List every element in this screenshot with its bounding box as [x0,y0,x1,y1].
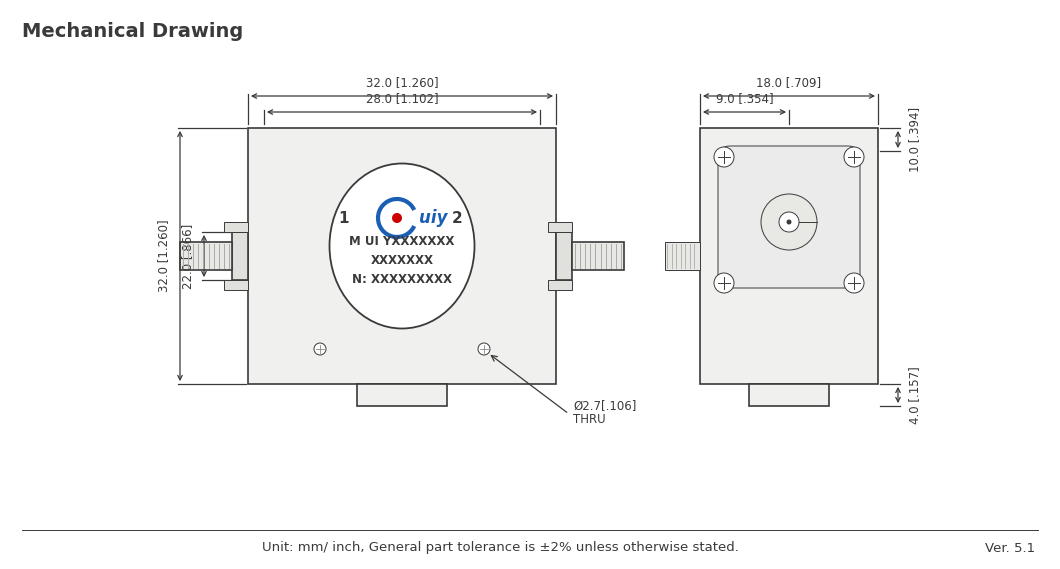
Text: XXXXXXX: XXXXXXX [371,254,434,266]
Text: THRU: THRU [573,413,605,426]
Bar [749,384,829,406]
Text: 32.0 [1.260]: 32.0 [1.260] [157,220,170,292]
Text: 28.0 [1.102]: 28.0 [1.102] [366,92,439,105]
Text: 2: 2 [452,211,462,225]
Bar [232,232,248,280]
Circle shape [714,273,734,293]
Bar [224,280,248,290]
Bar [248,128,556,384]
Circle shape [714,147,734,167]
Bar [357,384,447,406]
Circle shape [844,147,864,167]
Circle shape [779,212,799,232]
Circle shape [392,213,402,223]
Text: 18.0 [.709]: 18.0 [.709] [757,76,822,89]
Circle shape [844,273,864,293]
Circle shape [314,343,326,355]
Text: 1: 1 [339,211,349,225]
Bar [224,222,248,232]
Bar [180,242,232,270]
Text: 22.0 [.866]: 22.0 [.866] [181,224,194,288]
Text: uiy: uiy [419,209,447,227]
FancyBboxPatch shape [718,146,860,288]
Text: 32.0 [1.260]: 32.0 [1.260] [366,76,439,89]
Bar [548,222,572,232]
Text: N: XXXXXXXXX: N: XXXXXXXXX [352,273,452,286]
Text: Mechanical Drawing: Mechanical Drawing [22,22,243,41]
Bar [572,242,624,270]
Text: Ver. 5.1: Ver. 5.1 [985,542,1035,555]
Bar [665,242,700,270]
Text: 4.0 [.157]: 4.0 [.157] [908,366,921,424]
Circle shape [761,194,817,250]
Circle shape [787,220,792,225]
Ellipse shape [330,163,475,328]
Text: Ø2.7[.106]: Ø2.7[.106] [573,399,636,412]
Text: Unit: mm/ inch, General part tolerance is ±2% unless otherwise stated.: Unit: mm/ inch, General part tolerance i… [262,542,739,555]
Text: 9.0 [.354]: 9.0 [.354] [716,92,774,105]
Bar [556,232,572,280]
Bar [700,128,878,384]
Text: 10.0 [.394]: 10.0 [.394] [908,107,921,172]
Circle shape [478,343,490,355]
Text: M UI YXXXXXXX: M UI YXXXXXXX [350,234,455,248]
Bar [548,280,572,290]
